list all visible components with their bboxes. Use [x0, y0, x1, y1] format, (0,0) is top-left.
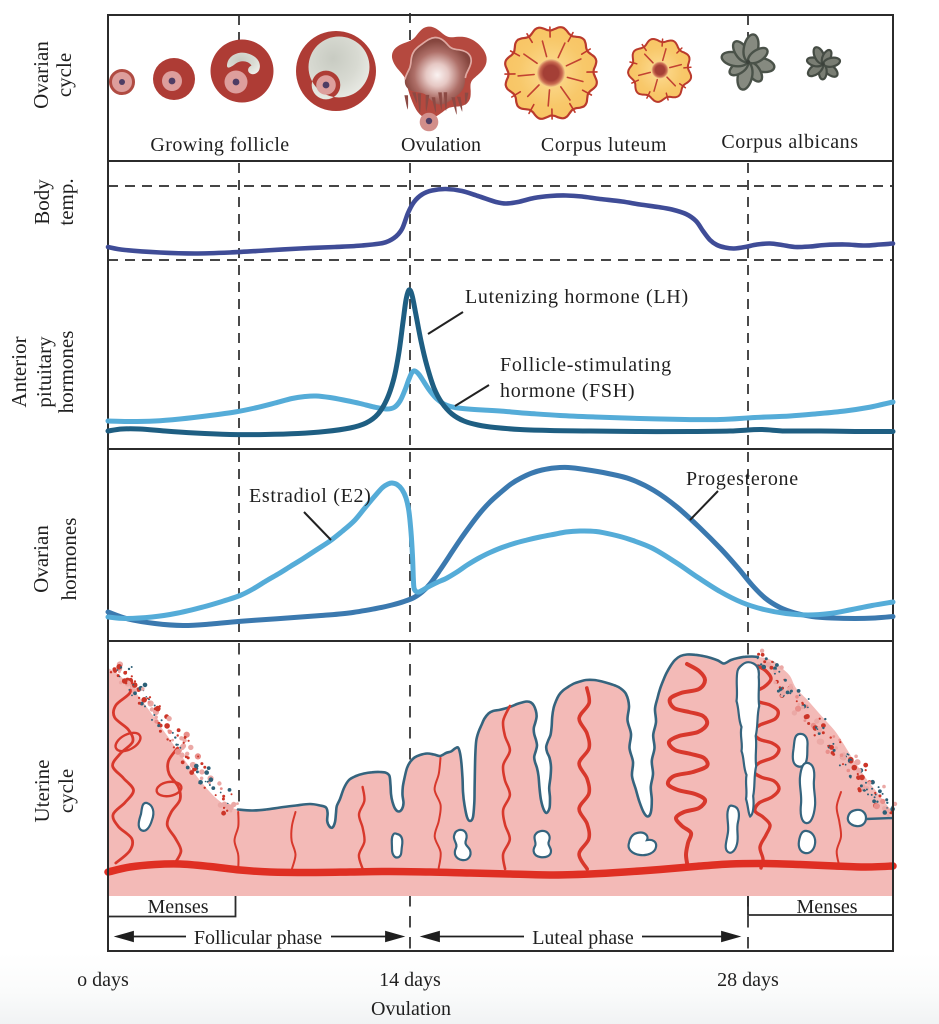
svg-text:hormone (FSH): hormone (FSH) [500, 380, 635, 402]
svg-text:Ovulation: Ovulation [371, 998, 451, 1020]
svg-text:o days: o days [77, 969, 129, 991]
svg-text:Uterine: Uterine [30, 760, 54, 823]
svg-text:Luteal phase: Luteal phase [532, 927, 634, 949]
svg-text:Lutenizing hormone (LH): Lutenizing hormone (LH) [465, 286, 689, 308]
svg-text:Follicular phase: Follicular phase [194, 927, 322, 949]
svg-text:Ovarian: Ovarian [29, 525, 53, 593]
svg-text:Menses: Menses [796, 896, 857, 918]
svg-text:pituitary: pituitary [32, 336, 56, 408]
svg-text:Menses: Menses [147, 896, 208, 918]
svg-text:14 days: 14 days [379, 969, 441, 991]
svg-text:Follicle-stimulating: Follicle-stimulating [500, 354, 672, 376]
svg-text:Anterior: Anterior [7, 336, 31, 407]
svg-text:cycle: cycle [54, 769, 78, 813]
svg-text:Ovulation: Ovulation [401, 134, 481, 156]
svg-text:Corpus luteum: Corpus luteum [541, 134, 667, 156]
svg-text:cycle: cycle [52, 53, 76, 97]
svg-text:28 days: 28 days [717, 969, 779, 991]
svg-text:Estradiol (E2): Estradiol (E2) [249, 485, 372, 507]
svg-text:Progesterone: Progesterone [686, 468, 799, 490]
svg-text:Body: Body [30, 179, 54, 225]
svg-text:temp.: temp. [54, 178, 78, 225]
svg-text:Corpus albicans: Corpus albicans [721, 131, 858, 153]
svg-text:Growing follicle: Growing follicle [150, 134, 289, 156]
svg-text:hormones: hormones [57, 518, 81, 601]
svg-text:Ovarian: Ovarian [29, 41, 53, 109]
svg-text:hormones: hormones [54, 331, 78, 414]
